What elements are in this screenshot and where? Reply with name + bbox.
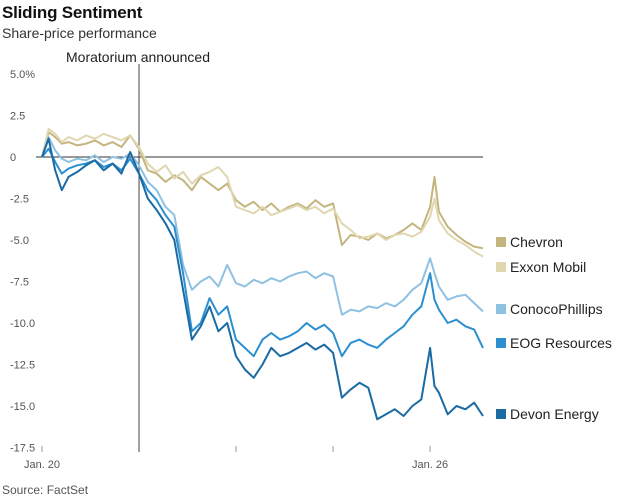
y-tick-label: 5.0% (10, 69, 35, 81)
legend-swatch-eog-resources (496, 338, 506, 348)
legend-swatch-devon-energy (496, 409, 506, 419)
y-tick-label: -7.5 (10, 277, 29, 289)
y-tick-label: -17.5 (10, 443, 35, 455)
series-line-devon-energy (41, 137, 484, 421)
y-tick-label: -2.5 (10, 194, 29, 206)
annotation: Moratorium announced (66, 49, 210, 452)
series-line-conocophillips (41, 136, 484, 316)
legend-swatch-chevron (496, 237, 506, 247)
legend: Chevron Exxon Mobil ConocoPhillips EOG Reso… (496, 234, 612, 422)
legend-label-eog-resources: EOG Resources (510, 335, 612, 351)
y-tick-label: 0 (10, 152, 16, 164)
legend-label-chevron: Chevron (510, 234, 563, 250)
y-tick-label: -15.0 (10, 401, 35, 413)
series-line-exxon-mobil (41, 127, 484, 258)
legend-swatch-exxon-mobil (496, 262, 506, 272)
chart-title: Sliding Sentiment (2, 3, 143, 22)
y-tick-label: 2.5 (10, 111, 25, 123)
chart-subtitle: Share-price performance (2, 25, 157, 41)
series-line-chevron (41, 131, 484, 250)
y-tick-label: -12.5 (10, 360, 35, 372)
legend-label-devon-energy: Devon Energy (510, 406, 599, 422)
legend-label-exxon-mobil: Exxon Mobil (510, 259, 586, 275)
legend-swatch-conocophillips (496, 304, 506, 314)
y-axis: 5.0% 2.5 0 -2.5 -5.0 -7.5 -10.0 -12.5 -15.0 -17.5 (10, 69, 483, 455)
annotation-label: Moratorium announced (66, 49, 210, 65)
series-lines (41, 127, 484, 421)
x-tick-label: Jan. 26 (412, 459, 448, 471)
y-tick-label: -10.0 (10, 318, 35, 330)
x-tick-label: Jan. 20 (24, 459, 60, 471)
x-axis: Jan. 20 Jan. 26 (24, 446, 448, 471)
source-note: Source: FactSet (2, 483, 89, 497)
series-line-eog-resources (41, 147, 484, 358)
y-tick-label: -5.0 (10, 235, 29, 247)
legend-label-conocophillips: ConocoPhillips (510, 301, 603, 317)
